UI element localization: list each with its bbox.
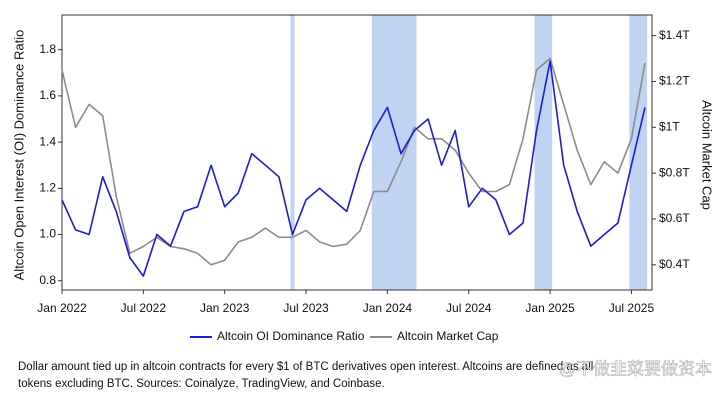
x-tick-label: Jan 2024 [363, 301, 413, 315]
x-tick-label: Jan 2025 [525, 301, 575, 315]
legend-label: Altcoin OI Dominance Ratio [217, 329, 365, 343]
y-tick-label: 1.2 [39, 180, 56, 194]
x-tick-label: Jul 2023 [283, 301, 329, 315]
y2-tick-label: $1.2T [659, 74, 690, 88]
x-tick-label: Jul 2025 [609, 301, 655, 315]
y2-axis-label: Altcoin Market Cap [700, 100, 715, 210]
caption-line: Dollar amount tied up in altcoin contrac… [18, 361, 593, 373]
plot-frame [61, 14, 653, 291]
shaded-period [629, 15, 648, 290]
x-tick-label: Jan 2022 [37, 301, 87, 315]
shaded-period [290, 15, 295, 290]
y2-tick-label: $0.8T [659, 165, 690, 179]
watermark: @不做韭菜要做资本 [559, 359, 712, 378]
x-tick-label: Jan 2023 [200, 301, 250, 315]
legend-label: Altcoin Market Cap [397, 329, 499, 343]
caption-line: tokens excluding BTC. Sources: Coinalyze… [18, 378, 385, 390]
y-tick-label: 0.8 [39, 273, 56, 287]
y-tick-label: 1.6 [39, 88, 56, 102]
y2-tick-label: $1.4T [659, 28, 690, 42]
y-tick-label: 1.0 [39, 227, 56, 241]
shaded-period [534, 15, 553, 290]
x-tick-label: Jul 2022 [121, 301, 167, 315]
shaded-period [371, 15, 417, 290]
y2-tick-label: $0.4T [659, 257, 690, 271]
y-tick-label: 1.8 [39, 42, 56, 56]
x-tick-label: Jul 2024 [446, 301, 492, 315]
series-line [61, 60, 646, 277]
y2-tick-label: $0.6T [659, 211, 690, 225]
y2-tick-label: $1T [659, 119, 680, 133]
series-line [61, 57, 646, 266]
y-axis-label: Altcoin Open Interest (OI) Dominance Rat… [11, 30, 26, 281]
y-tick-label: 1.4 [39, 134, 56, 148]
